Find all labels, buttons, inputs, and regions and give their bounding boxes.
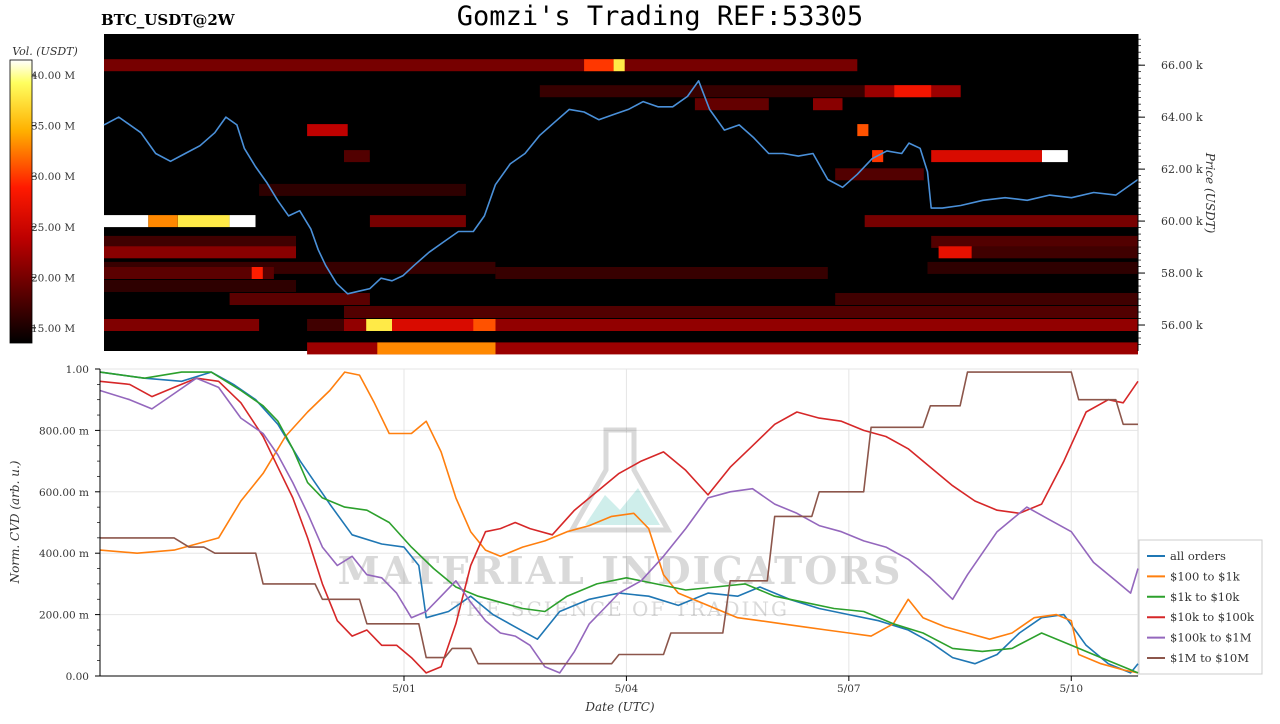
cvd-x-tick-label: 5/04 — [615, 683, 639, 695]
legend-items: all orders $100 to $1k $1k to $10k $10k to … — [1147, 549, 1255, 665]
volume-band — [344, 150, 370, 163]
cvd-series-line — [99, 371, 1139, 674]
watermark-flask-icon — [567, 427, 673, 533]
volume-band — [931, 150, 1042, 163]
colorbar-tick-label: 35.00 M — [31, 121, 75, 133]
legend-label: $100k to $1M — [1170, 631, 1252, 645]
volume-band — [259, 183, 466, 196]
volume-band — [344, 306, 1138, 318]
volume-band — [813, 98, 843, 111]
legend-label: $100 to $1k — [1170, 569, 1241, 583]
watermark-title: MATERIAL INDICATORS — [338, 548, 903, 593]
chart-title: Gomzi's Trading REF:53305 — [457, 1, 863, 32]
cvd-x-tick-label: 5/01 — [392, 683, 416, 695]
cvd-series-line — [99, 371, 1139, 674]
volume-band — [835, 293, 1138, 305]
colorbar-tick-label: 25.00 M — [31, 222, 75, 234]
cvd-y-tick-label: 600.00 m — [39, 487, 89, 499]
cvd-series-line — [100, 371, 1138, 665]
legend-label: $1k to $10k — [1170, 590, 1240, 604]
price-tick-label: 56.00 k — [1161, 319, 1203, 332]
legend-label: $1M to $10M — [1170, 651, 1249, 665]
cvd-x-ticks: 5/01 5/04 5/07 5/10 — [392, 676, 1083, 695]
cvd-y-tick-label: 800.00 m — [39, 425, 89, 437]
volume-band — [864, 215, 1138, 228]
price-tick-label: 66.00 k — [1161, 59, 1203, 72]
price-tick-label: 58.00 k — [1161, 267, 1203, 280]
volume-band — [229, 215, 256, 228]
colorbar-label: Vol. (USDT) — [12, 45, 78, 58]
volume-band — [307, 124, 348, 137]
volume-band — [694, 98, 769, 111]
colorbar-tick-label: 20.00 M — [31, 272, 75, 284]
cvd-series-line — [99, 371, 1139, 674]
cvd-series-line — [99, 377, 1139, 674]
watermark-subtitle: THE SCIENCE OF TRADING — [451, 597, 789, 621]
volume-band — [366, 319, 392, 331]
cvd-panel — [99, 368, 1139, 677]
volume-band — [971, 246, 1138, 259]
price-line — [103, 80, 1139, 295]
price-tick-label: 64.00 k — [1161, 111, 1203, 124]
heatmap-bands — [104, 59, 1139, 355]
volume-band — [938, 246, 972, 259]
price-tick-label: 60.00 k — [1161, 215, 1203, 228]
volume-band — [251, 267, 263, 279]
price-axis-label: Price (USDT) — [1203, 152, 1217, 234]
volume-band — [473, 319, 496, 331]
cvd-y-tick-label: 1.00 — [66, 364, 89, 376]
legend — [1138, 539, 1263, 675]
colorbar-ticks: 15.00 M 20.00 M 25.00 M 30.00 M 35.00 M 40.00… — [31, 70, 75, 335]
volume-band — [104, 267, 274, 279]
volume-band — [927, 261, 1138, 274]
volume-band — [584, 59, 614, 72]
volume-band — [104, 59, 858, 72]
cvd-x-tick-label: 5/07 — [837, 683, 861, 695]
price-ticks: 56.00 k 58.00 k 60.00 k 62.00 k 64.00 k 66.00… — [1138, 38, 1203, 345]
volume-band — [307, 342, 1139, 355]
volume-band — [148, 215, 178, 228]
legend-label: all orders — [1170, 549, 1226, 563]
volume-band — [104, 215, 149, 228]
cvd-series-line — [99, 377, 1139, 674]
cvd-x-tick-label: 5/10 — [1059, 683, 1083, 695]
cvd-y-ticks: 0.00 200.00 m 400.00 m 600.00 m 800.00 m 1.00 — [39, 364, 100, 683]
volume-band — [392, 319, 496, 331]
volume-band — [835, 168, 924, 181]
volume-band — [931, 235, 1138, 248]
watermark-mountain-icon — [585, 488, 660, 525]
watermark: MATERIAL INDICATORS THE SCIENCE OF TRADI… — [338, 427, 903, 621]
cvd-x-axis-label: Date (UTC) — [584, 700, 654, 714]
cvd-y-tick-label: 200.00 m — [39, 610, 89, 622]
volume-band — [495, 267, 828, 279]
volume-band — [104, 246, 296, 259]
volume-band — [344, 319, 1138, 331]
volume-band — [894, 85, 932, 98]
volume-band — [857, 124, 869, 137]
volume-band — [229, 293, 370, 305]
colorbar-tick-label: 40.00 M — [31, 70, 75, 82]
volume-band — [177, 215, 230, 228]
cvd-lines — [99, 371, 1139, 674]
volume-band — [104, 280, 296, 292]
cvd-y-axis-label: Norm. CVD (arb. u.) — [8, 460, 22, 584]
volume-band — [104, 319, 260, 331]
volume-band — [1042, 150, 1068, 163]
colorbar-tick-label: 15.00 M — [31, 323, 75, 335]
cvd-y-tick-label: 0.00 — [66, 671, 89, 683]
symbol-label: BTC_USDT@2W — [101, 11, 236, 29]
legend-label: $10k to $100k — [1170, 610, 1255, 624]
cvd-y-tick-label: 400.00 m — [39, 548, 89, 560]
volume-band — [307, 319, 344, 331]
volume-band — [369, 215, 466, 228]
volume-band — [104, 235, 296, 248]
colorbar-tick-label: 30.00 M — [31, 171, 75, 183]
volume-band — [613, 59, 625, 72]
price-tick-label: 62.00 k — [1161, 163, 1203, 176]
volume-band — [377, 342, 496, 355]
volume-band — [539, 85, 880, 98]
colorbar — [9, 59, 33, 344]
